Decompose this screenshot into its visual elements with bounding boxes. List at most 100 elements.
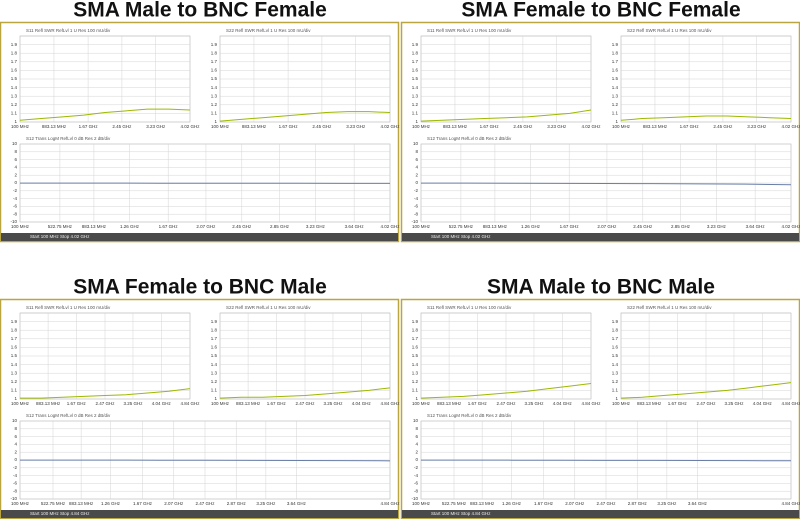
- y-tick-label: 1.4: [11, 362, 18, 367]
- y-tick-label: -2: [13, 465, 17, 470]
- y-tick-label: 1: [14, 396, 17, 401]
- y-tick-label: 1.6: [11, 68, 18, 73]
- y-tick-label: 2: [415, 449, 418, 454]
- x-tick-label: 522.75 MHz: [41, 501, 66, 506]
- y-tick-label: 1.3: [612, 93, 619, 98]
- x-tick-label: 2.07 GHz: [164, 501, 184, 506]
- status-bar: [1, 510, 398, 518]
- x-tick-label: 1.67 GHz: [534, 501, 554, 506]
- trace: [20, 388, 191, 399]
- y-tick-label: 1.8: [11, 50, 18, 55]
- x-tick-label: 2.45 GHz: [633, 224, 653, 229]
- y-tick-label: 1.8: [612, 50, 619, 55]
- x-tick-label: 3.23 GHz: [707, 224, 727, 229]
- x-tick-label: 1.67 GHz: [279, 124, 299, 129]
- trace: [219, 387, 391, 399]
- x-tick-label: 4.02 GHz: [380, 224, 400, 229]
- x-tick-label: 883.13 MHz: [42, 124, 67, 129]
- x-tick-label: 4.04 GHz: [753, 401, 773, 406]
- y-tick-label: 0: [14, 457, 17, 462]
- x-tick-label: 2.07 GHz: [196, 224, 216, 229]
- x-tick-label: 2.07 GHz: [597, 224, 617, 229]
- y-tick-label: 1.3: [11, 370, 18, 375]
- x-tick-label: 2.45 GHz: [713, 124, 733, 129]
- x-tick-label: 883.13 MHz: [242, 124, 267, 129]
- y-tick-label: 1.5: [612, 76, 619, 81]
- x-tick-label: 100 MHz: [612, 401, 631, 406]
- panel-title: SMA Male to BNC Male: [487, 276, 715, 299]
- y-tick-label: 6: [415, 157, 418, 162]
- y-tick-label: -6: [414, 481, 418, 486]
- y-tick-label: 1: [615, 119, 618, 124]
- y-tick-label: 10: [12, 418, 18, 423]
- x-tick-label: 2.47 GHz: [496, 401, 516, 406]
- trace: [420, 182, 792, 186]
- y-tick-label: 1.5: [211, 353, 218, 358]
- x-tick-label: 4.02 GHz: [380, 124, 400, 129]
- y-tick-label: 1.1: [412, 388, 419, 393]
- x-tick-label: 1.67 GHz: [267, 401, 287, 406]
- y-tick-label: 1.9: [612, 319, 619, 324]
- y-tick-label: -8: [13, 211, 17, 216]
- x-tick-label: 2.45 GHz: [312, 124, 332, 129]
- y-tick-label: 1.9: [211, 319, 218, 324]
- y-tick-label: 6: [415, 434, 418, 439]
- x-tick-label: 3.25 GHz: [123, 401, 143, 406]
- x-tick-label: 883.13 MHz: [36, 401, 61, 406]
- y-tick-label: 1.8: [211, 327, 218, 332]
- x-tick-label: 4.84 GHz: [380, 501, 400, 506]
- x-tick-label: 2.85 GHz: [671, 224, 691, 229]
- y-tick-label: -2: [414, 465, 418, 470]
- x-tick-label: 1.67 GHz: [668, 401, 688, 406]
- x-tick-label: 100 MHz: [412, 224, 431, 229]
- y-tick-label: 1.4: [612, 85, 619, 90]
- x-tick-label: 100 MHz: [612, 124, 631, 129]
- x-tick-label: 1.67 GHz: [468, 401, 488, 406]
- x-tick-label: 522.75 MHz: [48, 224, 73, 229]
- trace-header: S22 Refl SWR RefLvl 1 U Res 100 mU/div: [627, 28, 712, 33]
- y-tick-label: 1.2: [612, 102, 619, 107]
- y-tick-label: -2: [13, 188, 17, 193]
- x-tick-label: 100 MHz: [11, 224, 30, 229]
- y-tick-label: 1.9: [11, 42, 18, 47]
- x-tick-label: 3.23 GHz: [547, 124, 567, 129]
- x-tick-label: 4.04 GHz: [352, 401, 372, 406]
- x-tick-label: 4.02 GHz: [581, 124, 601, 129]
- x-tick-label: 883.13 MHz: [82, 224, 107, 229]
- x-tick-label: 2.47 GHz: [95, 401, 115, 406]
- x-tick-label: 3.23 GHz: [747, 124, 767, 129]
- y-tick-label: 1.9: [11, 319, 18, 324]
- x-tick-label: 100 MHz: [412, 124, 431, 129]
- y-tick-label: 1.8: [211, 50, 218, 55]
- y-tick-label: 1.1: [211, 111, 218, 116]
- y-tick-label: 1: [14, 119, 17, 124]
- y-tick-label: 1.2: [412, 102, 419, 107]
- x-tick-label: 883.13 MHz: [69, 501, 94, 506]
- status-text: Stop 4.84 GHz: [60, 511, 90, 516]
- x-tick-label: 4.02 GHz: [180, 124, 200, 129]
- y-tick-label: 1.6: [412, 345, 419, 350]
- trace: [19, 108, 191, 121]
- y-tick-label: 1.6: [612, 345, 619, 350]
- y-tick-label: 1.7: [612, 336, 619, 341]
- y-tick-label: -10: [411, 496, 418, 501]
- x-tick-label: 2.87 GHz: [227, 501, 247, 506]
- x-tick-label: 4.84 GHz: [180, 401, 200, 406]
- y-tick-label: 1.1: [11, 388, 18, 393]
- y-tick-label: 1.7: [412, 336, 419, 341]
- x-tick-label: 2.45 GHz: [112, 124, 132, 129]
- panel-title: SMA Female to BNC Female: [461, 0, 740, 22]
- y-tick-label: 1: [214, 119, 217, 124]
- y-tick-label: 1.1: [11, 111, 18, 116]
- trace: [620, 115, 792, 121]
- trace-header: S11 Refl SWR RefLvl 1 U Res 100 mU/div: [427, 305, 512, 310]
- status-text: Start 100 MHz: [431, 511, 461, 516]
- trace-header: S12 Trans LogM RefLvl 0 dB Res 2 dB/div: [26, 136, 111, 141]
- y-tick-label: 2: [415, 172, 418, 177]
- y-tick-label: 1.4: [211, 85, 218, 90]
- trace: [219, 111, 391, 122]
- x-tick-label: 3.64 GHz: [688, 501, 708, 506]
- x-tick-label: 2.47 GHz: [696, 401, 716, 406]
- x-tick-label: 2.85 GHz: [270, 224, 290, 229]
- x-tick-label: 883.13 MHz: [236, 401, 261, 406]
